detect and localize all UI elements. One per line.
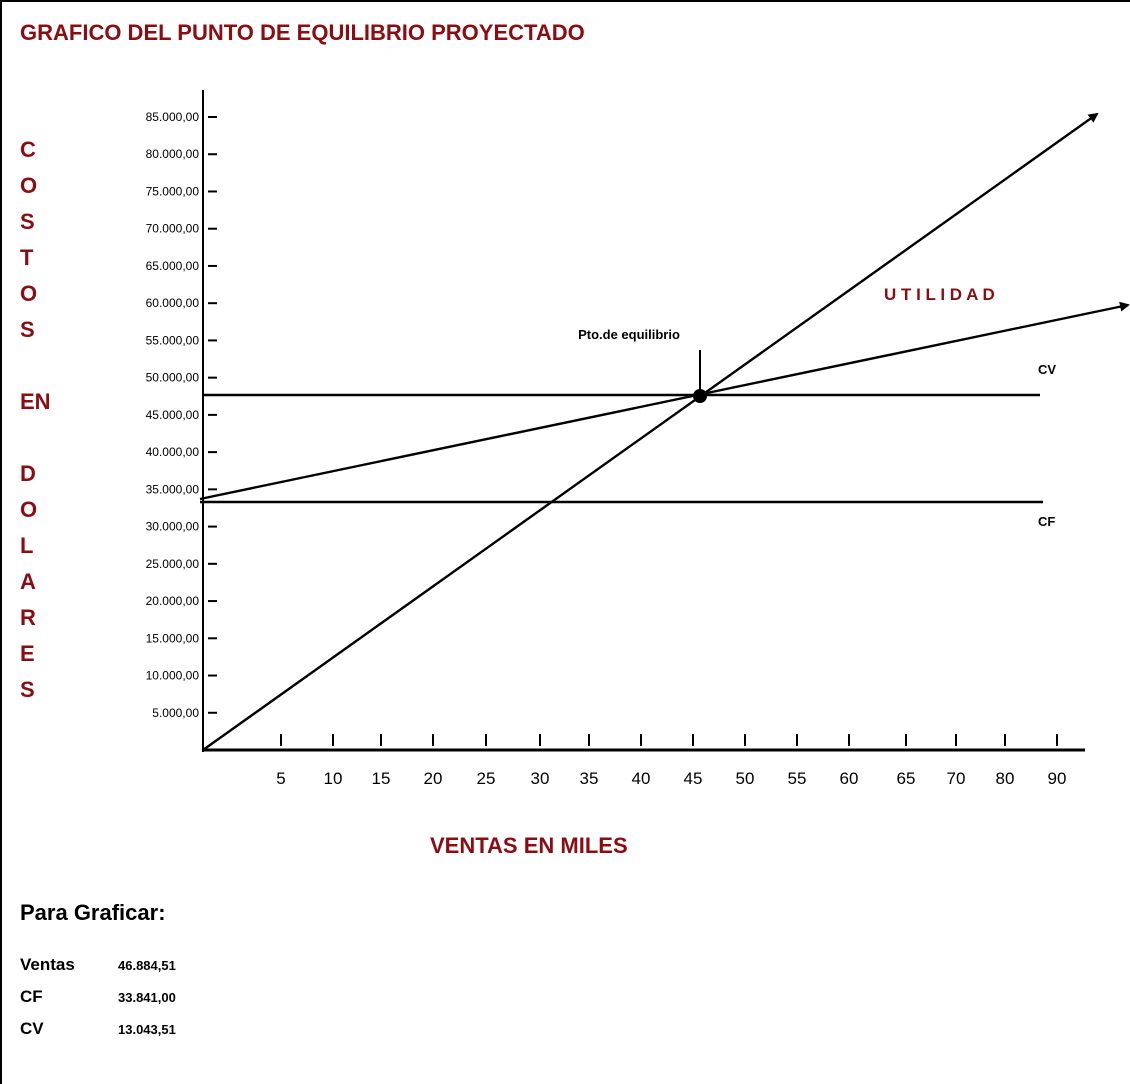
x-tick-label: 15 xyxy=(372,769,391,788)
section-title: Para Graficar: xyxy=(20,900,166,925)
summary-value: 13.043,51 xyxy=(118,1022,176,1037)
x-tick-label: 70 xyxy=(947,769,966,788)
x-tick-label: 90 xyxy=(1048,769,1067,788)
x-tick-label: 10 xyxy=(324,769,343,788)
y-axis-letter: D xyxy=(20,461,36,486)
summary-row: CV 13.043,51 xyxy=(0,1019,400,1051)
x-axis-title: VENTAS EN MILES xyxy=(430,833,628,858)
x-tick-label: 80 xyxy=(996,769,1015,788)
y-tick-label: 50.000,00 xyxy=(146,371,200,385)
y-axis-letter: S xyxy=(20,209,35,234)
y-axis-letter: A xyxy=(20,569,36,594)
y-tick-label: 75.000,00 xyxy=(146,184,200,198)
x-tick-label: 25 xyxy=(477,769,496,788)
y-axis-letter: S xyxy=(20,317,35,342)
y-tick-label: 60.000,00 xyxy=(146,296,200,310)
row-border xyxy=(0,1019,2,1051)
y-tick-label: 40.000,00 xyxy=(146,445,200,459)
x-tick-label: 65 xyxy=(897,769,916,788)
summary-label: Ventas xyxy=(20,955,75,974)
x-tick-label: 55 xyxy=(788,769,807,788)
summary-row: Ventas 46.884,51 xyxy=(0,955,400,987)
y-tick-label: 5.000,00 xyxy=(152,706,199,720)
breakeven-point xyxy=(693,389,707,403)
chart-annotation: Pto.de equilibrio xyxy=(578,327,680,342)
y-tick-label: 25.000,00 xyxy=(146,557,200,571)
row-border xyxy=(0,955,2,987)
chart-title: GRAFICO DEL PUNTO DE EQUILIBRIO PROYECTA… xyxy=(20,20,585,45)
x-tick-label: 30 xyxy=(531,769,550,788)
y-tick-label: 35.000,00 xyxy=(146,482,200,496)
x-tick-label: 50 xyxy=(736,769,755,788)
chart-annotation: U T I L I D A D xyxy=(884,285,995,304)
y-tick-label: 10.000,00 xyxy=(146,669,200,683)
y-axis-letter: T xyxy=(20,245,34,270)
y-tick-label: 15.000,00 xyxy=(146,631,200,645)
y-axis-letter: O xyxy=(20,497,38,522)
y-tick-label: 85.000,00 xyxy=(146,110,200,124)
chart-annotation: CV xyxy=(1038,362,1056,377)
x-tick-label: 40 xyxy=(632,769,651,788)
x-tick-label: 45 xyxy=(684,769,703,788)
chart-annotation: CF xyxy=(1038,514,1055,529)
y-axis-letter: C xyxy=(20,137,36,162)
row-border xyxy=(0,987,2,1019)
series-line xyxy=(202,112,1099,751)
summary-table: Ventas 46.884,51 CF 33.841,00 CV 13.043,… xyxy=(0,955,400,1051)
y-tick-label: 55.000,00 xyxy=(146,333,200,347)
summary-label: CF xyxy=(20,987,43,1006)
summary-row: CF 33.841,00 xyxy=(0,987,400,1019)
y-tick-label: 80.000,00 xyxy=(146,147,200,161)
y-axis-letter: O xyxy=(20,281,38,306)
y-tick-label: 20.000,00 xyxy=(146,594,200,608)
y-axis-letter: O xyxy=(20,173,38,198)
x-tick-label: 20 xyxy=(424,769,443,788)
summary-label: CV xyxy=(20,1019,44,1038)
summary-value: 33.841,00 xyxy=(118,990,176,1005)
x-tick-label: 35 xyxy=(580,769,599,788)
y-tick-label: 30.000,00 xyxy=(146,520,200,534)
summary-value: 46.884,51 xyxy=(118,958,176,973)
series-line xyxy=(199,301,1130,501)
y-axis-letter: E xyxy=(20,641,35,666)
x-tick-label: 5 xyxy=(276,769,285,788)
y-axis-letter: L xyxy=(20,533,34,558)
y-axis-letter: S xyxy=(20,677,35,702)
y-tick-label: 45.000,00 xyxy=(146,408,200,422)
y-tick-label: 70.000,00 xyxy=(146,222,200,236)
y-axis-letter: EN xyxy=(20,389,51,414)
y-tick-label: 65.000,00 xyxy=(146,259,200,273)
y-axis-letter: R xyxy=(20,605,36,630)
x-tick-label: 60 xyxy=(840,769,859,788)
y-axis-title: C O S T O S EN D O L A R E S xyxy=(20,132,60,708)
